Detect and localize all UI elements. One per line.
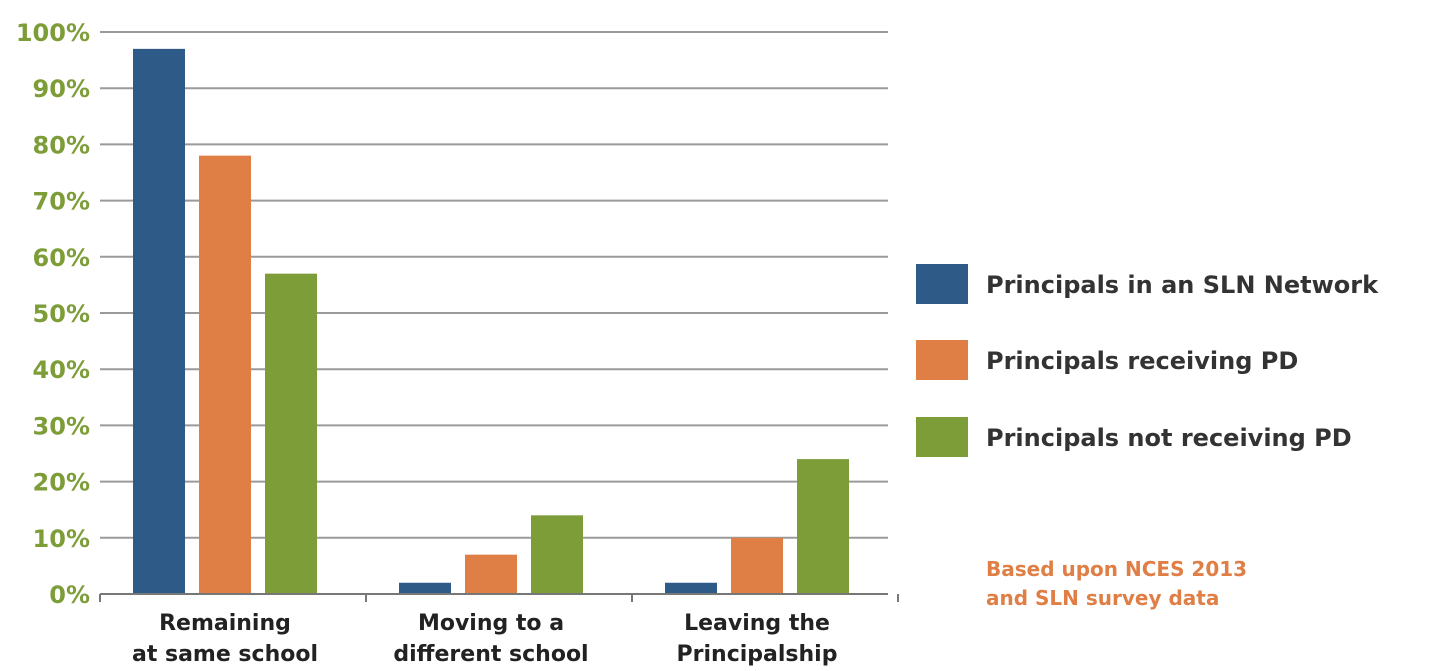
x-category-label: different school [393,642,588,667]
bar-series-2-cat-1 [199,155,251,594]
y-tick-label: 80% [33,131,90,159]
legend-label: Principals in an SLN Network [986,271,1379,299]
legend-swatch-1 [916,264,968,304]
y-tick-label: 40% [33,356,90,384]
y-tick-label: 100% [16,19,90,47]
bar-series-1-cat-2 [399,582,451,594]
x-category-label: Leaving the [684,611,830,636]
legend-label: Principals not receiving PD [986,424,1352,452]
x-category-label: at same school [132,642,318,667]
source-note: and SLN survey data [986,586,1219,610]
legend-swatch-3 [916,417,968,457]
bar-series-3-cat-1 [265,273,317,594]
source-note: Based upon NCES 2013 [986,557,1247,581]
bar-series-2-cat-3 [731,537,783,594]
legend-swatch-2 [916,340,968,380]
x-category-label: Remaining [159,611,291,636]
y-tick-label: 90% [33,75,90,103]
bar-series-3-cat-3 [797,459,849,594]
legend-label: Principals receiving PD [986,347,1298,375]
bar-series-3-cat-2 [531,515,583,594]
y-tick-label: 30% [33,412,90,440]
y-tick-label: 60% [33,244,90,272]
y-tick-label: 20% [33,469,90,497]
y-tick-label: 10% [33,525,90,553]
bar-series-2-cat-2 [465,554,517,594]
bar-series-1-cat-1 [133,48,185,595]
y-tick-label: 0% [49,581,90,609]
y-tick-label: 70% [33,188,90,216]
bar-series-1-cat-3 [665,582,717,594]
x-category-label: Principalship [677,642,838,667]
y-tick-label: 50% [33,300,90,328]
x-category-label: Moving to a [418,611,564,636]
